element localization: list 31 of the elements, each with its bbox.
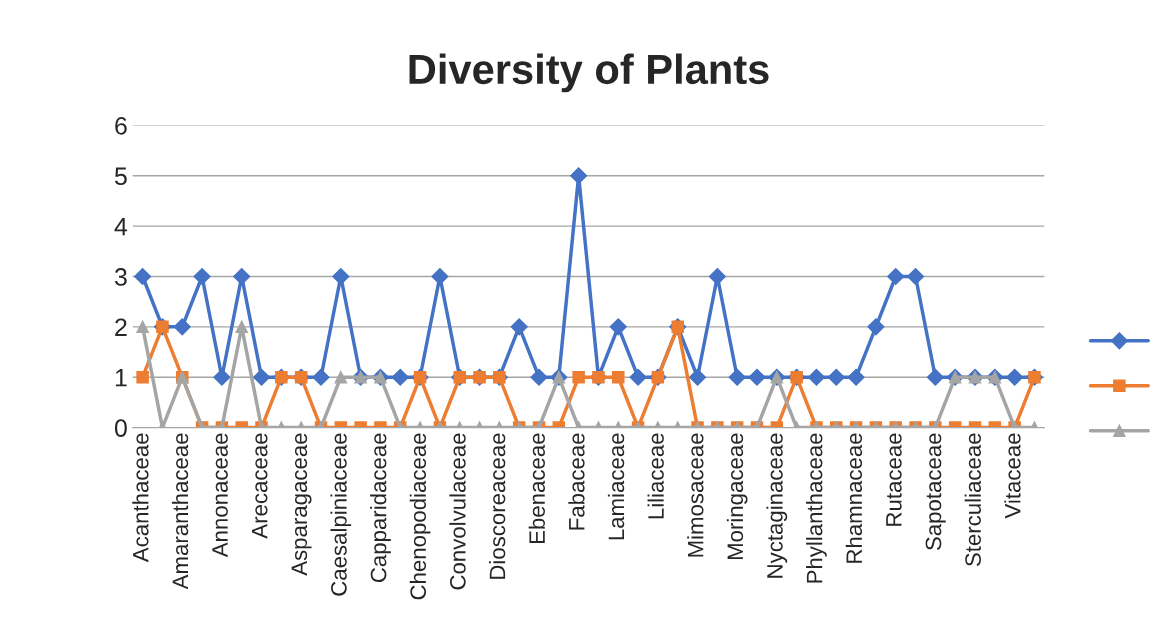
x-tick-label: Arecaceae: [251, 433, 268, 539]
y-tick-label: 1: [115, 369, 127, 387]
x-tick-label: Moringaceae: [726, 433, 748, 560]
x-tick-label: Asparagaceae: [291, 433, 312, 576]
x-tick-label: Fabaceae: [568, 433, 585, 530]
x-tick-label: Dioscoreaceae: [489, 433, 506, 579]
x-tick-label: Capparidaceae: [370, 433, 391, 583]
y-tick-label: 6: [115, 116, 127, 135]
x-tick-label: Sapotaceae: [925, 433, 946, 551]
y-tick-label: 5: [114, 167, 127, 186]
y-tick-label: 0: [114, 419, 127, 437]
x-tick-label: Vitaceae: [1004, 433, 1021, 519]
x-tick-label: Phyllanthaceae: [806, 433, 827, 583]
x-tick-label: Mimosaceae: [687, 433, 704, 557]
x-tick-label: Chenopodiaceae: [409, 433, 431, 600]
x-tick-label: Convolvulaceae: [449, 433, 466, 590]
x-tick-label: Amaranthaceae: [171, 433, 189, 590]
y-tick-label: 4: [114, 217, 128, 236]
x-tick-label: Rutaceae: [886, 433, 902, 526]
y-tick-label: 2: [115, 318, 127, 336]
y-tick-label: 3: [114, 268, 127, 286]
chart-title: Diversity of Plants: [409, 53, 769, 93]
x-tick-label: Rhamnaceae: [845, 433, 863, 563]
x-tick-label: Liliaceae: [647, 433, 664, 519]
x-tick-label: Annonaceae: [212, 433, 228, 558]
x-tick-label: Nyctaginaceae: [766, 433, 788, 578]
x-tick-label: Sterculiaceae: [964, 433, 981, 567]
x-tick-label: Lamiaceae: [607, 433, 625, 540]
x-tick-label: Caesalpiniaceae: [330, 433, 352, 596]
x-tick-label: Acanthaceae: [132, 433, 149, 563]
x-tick-label: Ebenaceae: [528, 433, 545, 544]
